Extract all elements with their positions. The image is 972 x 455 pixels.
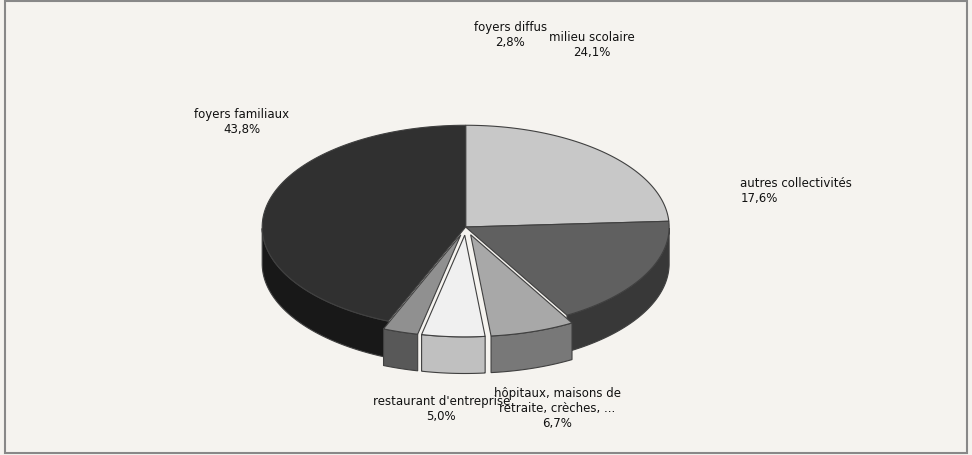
Polygon shape (262, 126, 466, 321)
Text: restaurant d'entreprise
5,0%: restaurant d'entreprise 5,0% (372, 394, 510, 422)
Polygon shape (466, 222, 669, 315)
Text: foyers diffus
2,8%: foyers diffus 2,8% (474, 21, 547, 49)
Polygon shape (384, 329, 418, 371)
Text: autres collectivités
17,6%: autres collectivités 17,6% (741, 177, 852, 205)
Polygon shape (491, 323, 572, 373)
Polygon shape (422, 335, 485, 374)
Polygon shape (262, 229, 389, 358)
Polygon shape (470, 235, 572, 336)
Polygon shape (466, 126, 669, 228)
Text: foyers familiaux
43,8%: foyers familiaux 43,8% (194, 108, 290, 136)
Text: milieu scolaire
24,1%: milieu scolaire 24,1% (549, 31, 635, 59)
Polygon shape (422, 236, 485, 337)
Polygon shape (567, 228, 669, 352)
Polygon shape (384, 235, 461, 334)
Text: hôpitaux, maisons de
retraite, crèches, ...
6,7%: hôpitaux, maisons de retraite, crèches, … (494, 386, 621, 429)
